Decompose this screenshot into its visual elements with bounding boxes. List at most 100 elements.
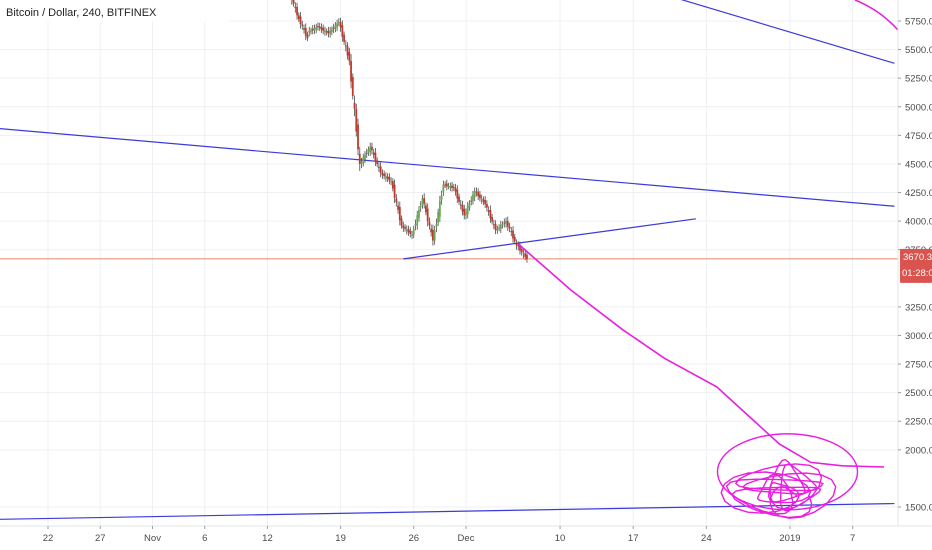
candle-body[interactable] [297,15,300,20]
candle-body[interactable] [346,46,349,56]
candle-body[interactable] [379,166,382,174]
candle-body[interactable] [329,30,332,34]
candle-body[interactable] [332,27,335,29]
candle-body[interactable] [466,206,469,214]
candle-body[interactable] [390,181,393,183]
candle-body[interactable] [330,29,333,33]
candle-body[interactable] [367,149,370,153]
candle-body[interactable] [369,146,372,152]
candle-body[interactable] [318,26,321,28]
candle-body[interactable] [475,191,478,193]
candle-body[interactable] [484,199,487,204]
candle-body[interactable] [327,30,330,34]
candle-body[interactable] [344,45,347,47]
candle-body[interactable] [296,7,298,16]
candle-body[interactable] [299,16,302,25]
candle-body[interactable] [334,25,337,29]
candle-body[interactable] [371,146,373,151]
candle-body[interactable] [506,221,509,227]
candlesticks[interactable] [287,0,528,263]
candle-body[interactable] [526,254,528,259]
candle-body[interactable] [405,229,408,231]
drawing-corner-stroke[interactable] [854,0,899,31]
candle-body[interactable] [398,206,401,221]
candle-body[interactable] [515,243,518,246]
candle-body[interactable] [449,186,452,188]
candle-body[interactable] [386,176,389,179]
candle-body[interactable] [313,28,316,31]
candle-body[interactable] [524,253,527,257]
candle-body[interactable] [364,154,366,160]
candle-body[interactable] [428,221,431,226]
candle-body[interactable] [482,199,485,203]
candle-body[interactable] [324,30,326,32]
candle-body[interactable] [393,184,396,198]
candle-body[interactable] [404,227,406,229]
trendline[interactable] [0,127,895,207]
candle-body[interactable] [512,230,514,239]
candle-body[interactable] [304,27,307,36]
candle-body[interactable] [451,185,453,189]
time-axis[interactable]: 22 27 Nov 6 12 19 26 Dec 10 17 24 2019 7 [43,526,856,544]
candle-body[interactable] [479,194,481,199]
candle-body[interactable] [419,206,422,208]
candle-body[interactable] [459,204,462,206]
candle-body[interactable] [433,230,436,241]
trendline[interactable] [581,0,895,64]
candle-body[interactable] [317,26,319,28]
candle-body[interactable] [465,212,467,216]
trendline[interactable] [0,502,895,520]
candle-body[interactable] [430,228,433,233]
drawing-loop[interactable] [716,433,859,511]
candle-body[interactable] [376,160,379,165]
candle-body[interactable] [468,203,471,208]
candle-body[interactable] [454,187,457,192]
candle-body[interactable] [322,27,325,31]
candle-body[interactable] [414,224,417,226]
candle-body[interactable] [378,166,380,168]
candle-body[interactable] [383,173,386,177]
candle-body[interactable] [491,216,494,222]
candle-body[interactable] [348,52,351,62]
candle-body[interactable] [437,212,440,223]
candle-body[interactable] [425,205,427,213]
candle-body[interactable] [337,22,340,24]
candle-body[interactable] [292,0,295,4]
candle-body[interactable] [355,108,358,132]
candle-body[interactable] [303,28,305,30]
candle-body[interactable] [498,227,500,229]
candle-body[interactable] [499,224,502,230]
candle-body[interactable] [458,196,460,202]
candle-body[interactable] [494,224,497,231]
candle-body[interactable] [365,153,368,155]
candle-body[interactable] [311,28,314,31]
candle-body[interactable] [510,231,513,233]
candle-body[interactable] [320,26,323,30]
candle-body[interactable] [395,198,398,203]
candle-body[interactable] [400,218,403,226]
candle-body[interactable] [358,153,361,164]
candle-body[interactable] [416,215,419,226]
drawing-scribble[interactable] [720,458,837,519]
candle-body[interactable] [391,181,394,189]
candle-body[interactable] [388,176,391,181]
candle-body[interactable] [447,186,450,188]
candle-body[interactable] [360,162,363,164]
candle-body[interactable] [513,236,516,242]
candle-body[interactable] [505,221,507,224]
candle-body[interactable] [310,30,312,32]
candle-body[interactable] [456,189,459,199]
candle-body[interactable] [461,204,464,212]
candle-body[interactable] [435,224,438,227]
candle-body[interactable] [487,210,490,212]
candle-body[interactable] [503,222,506,224]
candle-body[interactable] [402,225,405,229]
candle-body[interactable] [315,27,318,30]
candle-body[interactable] [473,191,476,198]
candle-body[interactable] [445,183,448,187]
candle-body[interactable] [440,195,443,200]
candle-body[interactable] [508,226,511,229]
candle-body[interactable] [519,245,521,251]
candle-body[interactable] [492,224,495,226]
candle-body[interactable] [362,157,365,163]
